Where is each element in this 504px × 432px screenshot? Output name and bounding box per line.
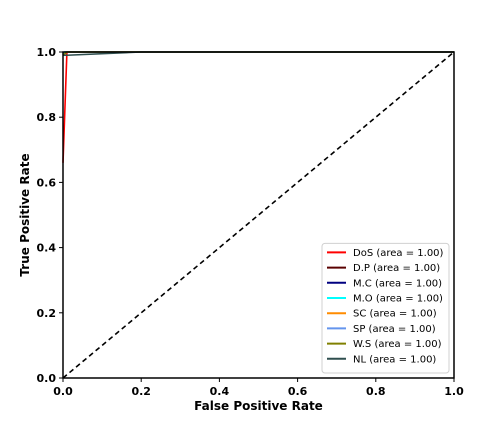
legend-entry: SC (area = 1.00) (353, 309, 437, 320)
legend-entry: NL (area = 1.00) (353, 354, 436, 365)
y-tick-label: 0.4 (37, 242, 57, 255)
legend-entry: M.O (area = 1.00) (353, 294, 443, 305)
legend: DoS (area = 1.00) D.P (area = 1.00) M.C (a… (321, 242, 450, 374)
x-tick-label: 0.0 (53, 385, 73, 398)
x-tick-label: 0.6 (288, 385, 308, 398)
legend-entry: SP (area = 1.00) (353, 324, 436, 335)
x-tick-label: 1.0 (444, 385, 464, 398)
plot-frame (62, 51, 455, 379)
legend-entry: W.S (area = 1.00) (353, 339, 442, 350)
legend-box (321, 242, 450, 374)
y-tick-label: 0.2 (37, 307, 57, 320)
y-tick-label: 0.0 (37, 372, 57, 385)
x-tick-label: 0.2 (131, 385, 151, 398)
y-tick-label: 0.6 (37, 176, 57, 189)
y-axis-label: True Positive Rate (18, 153, 32, 276)
legend-entry: M.C (area = 1.00) (353, 278, 442, 289)
legend-entry: DoS (area = 1.00) (353, 248, 444, 259)
legend-entry: D.P (area = 1.00) (353, 263, 440, 274)
x-tick-label: 0.4 (210, 385, 230, 398)
x-axis-label: False Positive Rate (194, 399, 323, 413)
y-tick-label: 0.8 (37, 111, 57, 124)
x-tick-label: 0.8 (366, 385, 386, 398)
y-tick-label: 1.0 (37, 46, 57, 59)
